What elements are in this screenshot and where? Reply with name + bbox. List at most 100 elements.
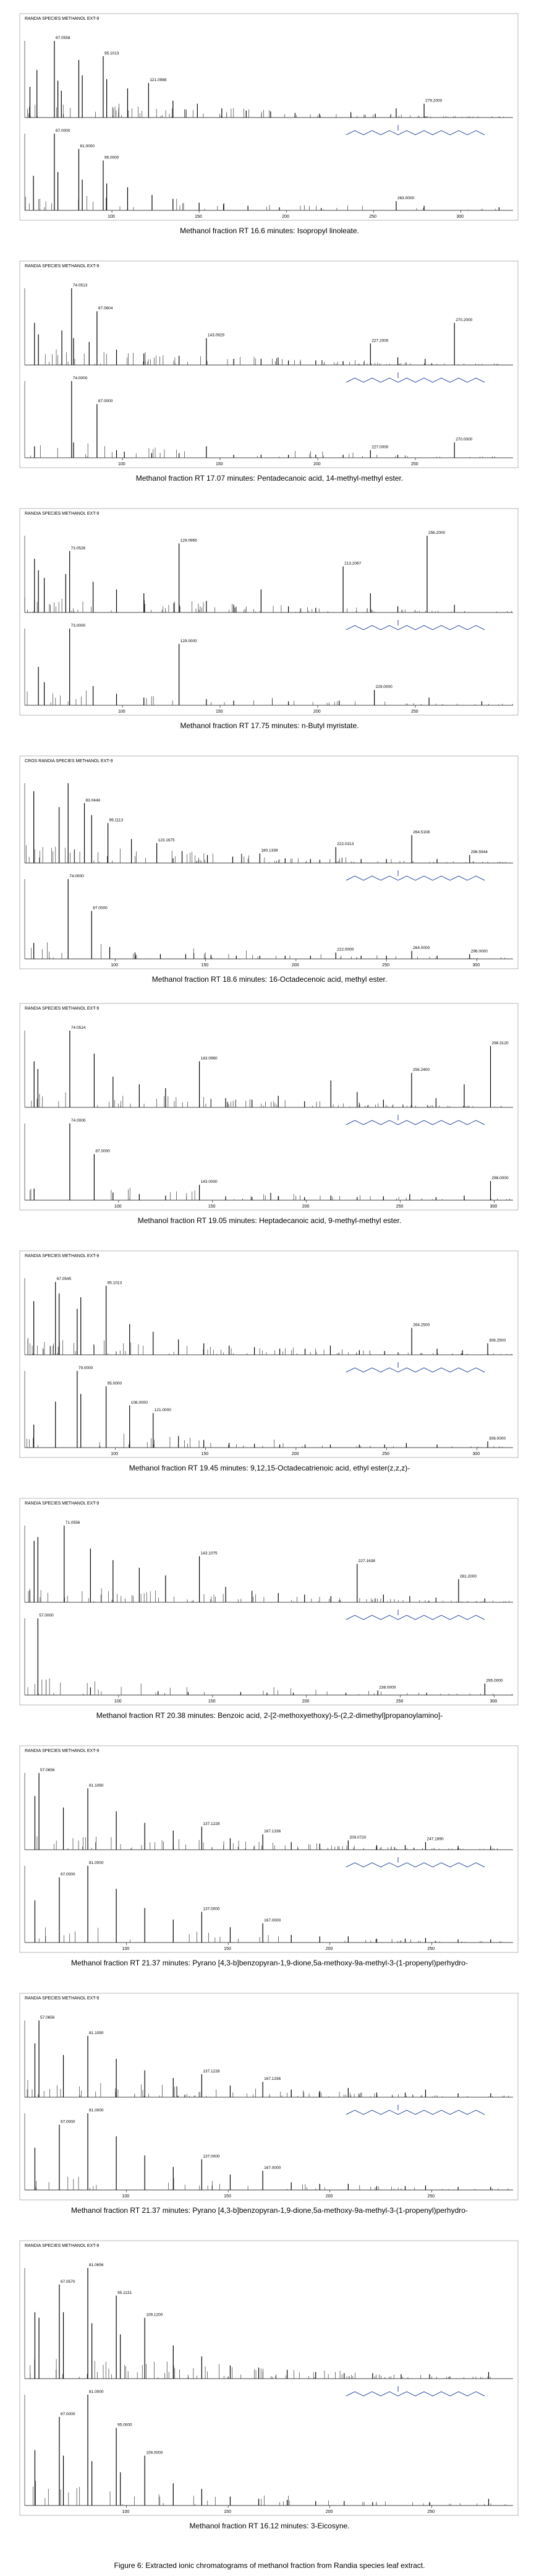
sample-peak-label: 57.0656 xyxy=(40,1768,55,1772)
panel-header: RANDIA SPECIES METHANOL EXT-9 xyxy=(25,1501,99,1506)
panel-frame xyxy=(19,508,519,716)
library-peak-label: 81.0000 xyxy=(89,2390,104,2394)
sample-peak-label: 281.2000 xyxy=(460,1574,477,1579)
x-tick-label: 150 xyxy=(202,1452,209,1456)
mass-spectrum-svg: RANDIA SPECIES METHANOL EXT-9 73.0526 129.… xyxy=(19,508,519,716)
x-tick-label: 100 xyxy=(118,462,125,466)
mass-spectrum-svg: RANDIA SPECIES METHANOL EXT-9 74.0513 87.0… xyxy=(19,260,519,468)
x-tick-label: 100 xyxy=(122,1947,130,1951)
x-tick-label: 200 xyxy=(326,2510,333,2514)
x-tick-label: 250 xyxy=(427,1947,435,1951)
library-peak-label: 67.0000 xyxy=(56,129,70,133)
panel-header: RANDIA SPECIES METHANOL EXT-9 xyxy=(25,1007,99,1011)
x-tick-label: 150 xyxy=(202,963,209,968)
sample-peak-label: 180.1339 xyxy=(261,849,278,853)
x-tick-label: 300 xyxy=(472,1452,480,1456)
library-peak-label: 95.0000 xyxy=(117,2423,132,2428)
chromatogram-panel: RANDIA SPECIES METHANOL EXT-9 73.0526 129.… xyxy=(0,507,539,736)
x-tick-label: 250 xyxy=(411,462,418,466)
x-tick-label: 100 xyxy=(114,1699,122,1704)
panel-caption: Methanol fraction RT 19.05 minutes: Hept… xyxy=(137,1216,402,1225)
x-tick-label: 100 xyxy=(122,2510,130,2514)
molecule-structure xyxy=(346,1120,485,1125)
x-tick-label: 150 xyxy=(224,2510,231,2514)
library-peak-label: 81.0000 xyxy=(89,1861,104,1865)
sample-peak-label: 209.0720 xyxy=(349,1835,366,1840)
library-peak-label: 73.0000 xyxy=(71,624,86,628)
sample-peak-label: 95.1131 xyxy=(117,2291,132,2295)
panel-frame xyxy=(19,1745,519,1953)
sample-peak-label: 167.1336 xyxy=(264,2077,281,2081)
x-tick-label: 100 xyxy=(122,2194,130,2199)
molecule-structure xyxy=(346,1615,485,1620)
sample-peak-label: 256.2000 xyxy=(428,531,445,535)
library-peak-label: 121.0000 xyxy=(155,1408,171,1412)
library-peak-label: 87.0000 xyxy=(95,1149,110,1154)
sample-peak-label: 264.5108 xyxy=(413,830,430,835)
panel-caption: Methanol fraction RT 17.75 minutes: n-Bu… xyxy=(180,721,359,730)
x-tick-label: 200 xyxy=(292,1452,299,1456)
library-peak-label: 74.0000 xyxy=(73,376,88,380)
sample-peak-label: 74.0513 xyxy=(73,283,88,288)
x-tick-label: 100 xyxy=(111,963,118,968)
figure-caption: Figure 6: Extracted ionic chromatograms … xyxy=(114,2561,425,2570)
x-tick-label: 300 xyxy=(490,1699,498,1704)
chromatogram-panel: RANDIA SPECIES METHANOL EXT-9 67.0558 95.1… xyxy=(0,12,539,241)
chromatogram-panel: CROS RANDIA SPECIES METHANOL EXT-9 83.044… xyxy=(0,755,539,990)
panel-frame xyxy=(19,13,519,221)
panel-frame xyxy=(19,1003,519,1211)
chromatogram-panel: RANDIA SPECIES METHANOL EXT-9 67.0545 95.1… xyxy=(0,1250,539,1479)
panel-header: CROS RANDIA SPECIES METHANOL EXT-9 xyxy=(25,759,113,763)
sample-peak-label: 71.0556 xyxy=(66,1521,80,1525)
molecule-structure xyxy=(346,625,485,630)
panel-header: RANDIA SPECIES METHANOL EXT-9 xyxy=(25,1254,99,1258)
x-tick-label: 150 xyxy=(208,1699,216,1704)
molecule-structure xyxy=(346,2391,485,2397)
panel-caption: Methanol fraction RT 21.37 minutes: Pyra… xyxy=(71,2206,468,2215)
library-peak-label: 167.0000 xyxy=(264,2166,281,2170)
molecule-structure xyxy=(346,1367,485,1373)
x-tick-label: 100 xyxy=(118,710,125,714)
chromatogram-panel: RANDIA SPECIES METHANOL EXT-9 74.0513 87.0… xyxy=(0,260,539,489)
library-peak-label: 79.0000 xyxy=(79,1366,93,1370)
sample-peak-label: 67.0570 xyxy=(61,2280,75,2284)
library-peak-label: 270.0000 xyxy=(456,437,472,442)
mass-spectrum-svg: RANDIA SPECIES METHANOL EXT-9 67.0558 95.1… xyxy=(19,13,519,221)
library-peak-label: 167.0000 xyxy=(264,1918,281,1923)
x-tick-label: 200 xyxy=(313,710,321,714)
panel-caption: Methanol fraction RT 17.07 minutes: Pent… xyxy=(135,474,404,483)
panel-frame xyxy=(19,2240,519,2516)
panel-header: RANDIA SPECIES METHANOL EXT-9 xyxy=(25,2244,99,2248)
panel-header: RANDIA SPECIES METHANOL EXT-9 xyxy=(25,512,99,516)
sample-peak-label: 143.0929 xyxy=(208,333,224,338)
x-tick-label: 100 xyxy=(111,1452,118,1456)
sample-peak-label: 143.0960 xyxy=(201,1057,218,1061)
library-peak-label: 67.0000 xyxy=(61,2412,75,2416)
sample-peak-label: 279.2000 xyxy=(425,99,442,103)
library-peak-label: 298.0000 xyxy=(492,1176,509,1180)
x-tick-label: 150 xyxy=(208,1204,216,1209)
sample-peak-label: 264.2500 xyxy=(413,1323,430,1328)
chromatogram-panel: RANDIA SPECIES METHANOL EXT-9 74.0514 143.… xyxy=(0,1002,539,1231)
sample-peak-label: 87.0604 xyxy=(98,306,113,311)
chromatogram-panel: RANDIA SPECIES METHANOL EXT-9 67.0570 81.0… xyxy=(0,2239,539,2536)
library-peak-label: 137.0000 xyxy=(203,2154,219,2158)
x-tick-label: 100 xyxy=(108,215,115,219)
panel-header: RANDIA SPECIES METHANOL EXT-9 xyxy=(25,17,99,21)
x-tick-label: 250 xyxy=(411,710,418,714)
sample-peak-label: 96.1113 xyxy=(109,818,124,823)
molecule-structure xyxy=(346,1862,485,1868)
sample-peak-label: 296.5944 xyxy=(471,850,488,854)
sample-peak-label: 109.1200 xyxy=(146,2313,163,2317)
mass-spectrum-svg: RANDIA SPECIES METHANOL EXT-9 67.0570 81.0… xyxy=(19,2240,519,2516)
sample-peak-label: 143.1075 xyxy=(201,1552,218,1556)
library-peak-label: 74.0000 xyxy=(69,874,84,878)
panel-caption: Methanol fraction RT 21.37 minutes: Pyra… xyxy=(71,1959,468,1967)
x-tick-label: 250 xyxy=(382,963,389,968)
sample-peak-label: 81.1090 xyxy=(89,2031,104,2035)
sample-peak-label: 256.2400 xyxy=(413,1068,430,1072)
sample-peak-label: 270.2000 xyxy=(456,318,472,322)
sample-peak-label: 137.1228 xyxy=(203,1822,219,1826)
sample-peak-label: 123.1675 xyxy=(158,838,175,843)
chromatogram-panel: RANDIA SPECIES METHANOL EXT-9 57.0656 81.1… xyxy=(0,1745,539,1973)
